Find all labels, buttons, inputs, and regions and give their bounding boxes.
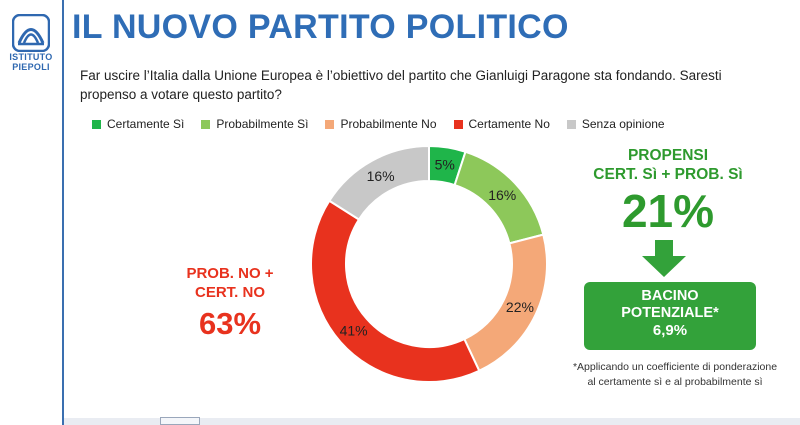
propensi-value: 21% bbox=[621, 185, 715, 237]
legend-swatch bbox=[201, 119, 211, 129]
bacino-line1: BACINO bbox=[641, 288, 699, 304]
bacino-value: 6,9% bbox=[652, 322, 688, 339]
bacino-line2: POTENZIALE* bbox=[621, 305, 719, 321]
bottom-tab bbox=[160, 417, 200, 425]
sidebar bbox=[0, 0, 62, 425]
logo-icon bbox=[12, 14, 50, 52]
legend-label: Certamente Sì bbox=[107, 117, 185, 131]
legend-label: Certamente No bbox=[468, 117, 550, 131]
bottom-bar bbox=[64, 418, 800, 425]
propensi-callout: PROPENSI CERT. Sì + PROB. Sì 21% bbox=[568, 146, 768, 238]
chart-legend: Certamente Sì Probabilmente Sì Probabilmen… bbox=[92, 117, 665, 131]
data-label: 41% bbox=[340, 322, 368, 338]
legend-item: Senza opinione bbox=[566, 117, 665, 131]
no-total-value: 63% bbox=[198, 306, 262, 341]
legend-item: Certamente No bbox=[453, 117, 550, 131]
page-title: IL NUOVO PARTITO POLITICO bbox=[72, 8, 569, 46]
survey-question: Far uscire l’Italia dalla Unione Europea… bbox=[80, 68, 722, 102]
data-label: 5% bbox=[435, 157, 455, 173]
logo-text-line2: PIEPOLI bbox=[12, 62, 50, 72]
slice-certamente-no bbox=[310, 199, 481, 383]
legend-swatch bbox=[325, 119, 335, 129]
sidebar-divider bbox=[62, 0, 64, 425]
legend-item: Probabilmente No bbox=[325, 117, 437, 131]
legend-label: Senza opinione bbox=[581, 117, 665, 131]
legend-swatch bbox=[92, 119, 101, 129]
legend-swatch bbox=[453, 119, 463, 129]
slice-senza-opinione bbox=[327, 144, 430, 221]
logo-text-line1: ISTITUTO bbox=[9, 52, 53, 62]
no-total-callout: PROB. NO + CERT. NO 63% bbox=[170, 264, 290, 344]
data-label: 16% bbox=[367, 168, 395, 184]
legend-item: Probabilmente Sì bbox=[201, 117, 308, 131]
legend-item: Certamente Sì bbox=[92, 117, 184, 131]
no-total-line1: PROB. NO + bbox=[186, 265, 274, 282]
footnote: *Applicando un coefficiente di ponderazi… bbox=[572, 361, 778, 388]
down-arrow-icon bbox=[642, 240, 686, 277]
propensi-line2: CERT. Sì + PROB. Sì bbox=[593, 166, 743, 183]
no-total-line2: CERT. NO bbox=[194, 284, 265, 301]
legend-label: Probabilmente No bbox=[340, 117, 437, 131]
legend-swatch bbox=[566, 119, 576, 129]
propensi-line1: PROPENSI bbox=[627, 147, 709, 164]
data-label: 16% bbox=[488, 187, 516, 203]
bacino-potenziale-box: BACINO POTENZIALE* 6,9% bbox=[584, 282, 756, 350]
data-label: 22% bbox=[506, 299, 534, 315]
legend-label: Probabilmente Sì bbox=[216, 117, 309, 131]
logo: ISTITUTO PIEPOLI bbox=[8, 14, 54, 84]
